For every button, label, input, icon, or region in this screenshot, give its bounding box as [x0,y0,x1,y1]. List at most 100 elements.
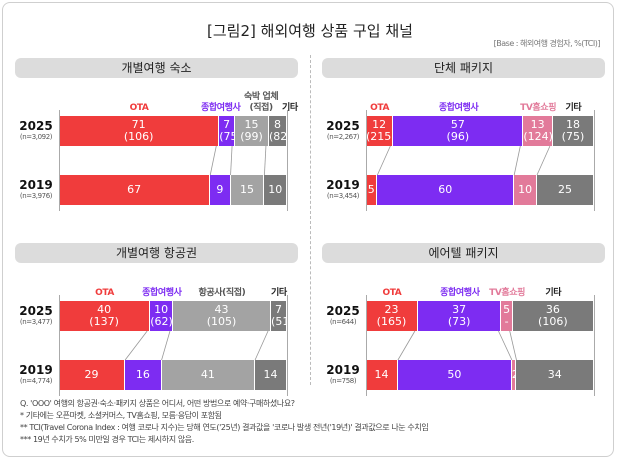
legend-item: 종합여행사 [440,288,480,298]
value-label: 7 [223,118,231,131]
bar-segment: 7(75) [219,116,236,146]
figure-title: [그림2] 해외여행 상품 구입 채널 [207,22,413,40]
axis-line [366,295,367,396]
year-label: 2025 (n=3,477) [15,304,57,326]
connector-line [536,145,551,176]
value-label: 43 [214,303,229,316]
bar-segment: 18 (75) [552,116,594,146]
year-label: 2019 (n=3,976) [15,178,57,200]
legend: OTA 종합여행사 TV홈쇼핑 기타 [322,58,605,114]
connector-line [513,145,521,176]
year-label: 2019 (n=4,774) [15,363,57,385]
bar-segment: 50 [397,360,512,390]
connector-line [161,330,171,361]
bar-segment: 5 [366,175,378,205]
tci-label: (82) [268,130,287,143]
legend-item: 기타 [282,103,298,113]
bar-segment: 15 [230,175,265,205]
axis-line [287,295,288,396]
bar-segment: 34 [516,360,594,390]
value-label: 14 [263,368,278,381]
bar-segment: 10 [264,175,287,205]
tci-label: (215) [366,130,394,143]
bar-segment: 23 (165) [366,301,418,331]
year: 2019 [326,363,360,377]
year: 2025 [326,119,360,133]
legend-item: 종합여행사 [201,103,241,113]
legend-item: OTA [370,103,390,113]
value-label: 29 [84,368,99,381]
year: 2019 [19,363,53,377]
value-label: 12 [372,118,387,131]
connector-lines [124,330,269,361]
connector-lines [209,145,267,176]
legend-item: 종합여행사 [142,288,182,298]
footnote: * 기타에는 오픈마켓, 소셜커머스, TV홈쇼핑, 모름·응답이 포함됨 [20,411,222,420]
panel-title: 에어텔 패키지 [322,243,605,263]
value-label: 18 [565,118,580,131]
base-note: [Base : 해외여행 경험자, %(TCI)] [493,39,601,48]
card-border [2,2,614,457]
tci-label: (105) [206,315,237,328]
legend-item: 종합여행사 [438,103,479,113]
bar-segment: 8(82) [268,116,287,146]
value-label: 2 [512,369,516,381]
value-label: 71 [131,118,146,131]
connector-lines [377,145,551,176]
bar-segment: 67 [59,175,211,205]
tci-label: - [504,315,509,328]
sample-size: (n=3,976) [19,192,53,200]
legend-item: 기타 [271,288,287,298]
value-label: 40 [97,303,112,316]
panel-title: 개별여행 숙소 [15,58,298,78]
axis-line [366,110,367,211]
bar-segment: 37 (73) [417,301,502,331]
sample-size: (n=644) [329,318,357,326]
sample-size: (n=3,454) [326,192,360,200]
value-label: 14 [374,368,389,381]
bar-segment: 57 (96) [393,116,524,146]
value-label: 37 [452,303,467,316]
legend-item: 기타 [545,288,562,298]
value-label: 36 [545,303,560,316]
value-label: 15 [239,183,254,196]
value-label: 8 [273,118,281,131]
tci-label: (99) [240,130,263,143]
tci-label: (62) [150,315,173,328]
sample-size: (n=758) [329,377,357,385]
legend-item: 숙박 업체 (직접) [244,92,279,113]
connector-line [230,145,233,176]
connector-line [498,330,513,361]
value-label: 41 [200,368,215,381]
year: 2025 [19,304,53,318]
tci-label: (165) [376,315,407,328]
legend-item: 기타 [565,103,582,113]
bar-segment: 10 (62) [150,301,173,331]
bar-segment: 15 (99) [235,116,269,146]
bar-segment: 9 [210,175,231,205]
value-label: 10 [518,183,533,196]
bar-segment: 25 [537,175,594,205]
value-label: 5 [503,303,511,316]
connector-line [254,330,269,361]
connector-line [377,145,391,176]
bar-segment: 14 [255,360,287,390]
connector-line [264,145,267,176]
value-label: 57 [450,118,465,131]
chart-airline-ticket: 개별여행 항공권 OTA 종합여행사 항공사(직접) 기타 2025 (n=3,477) 40… [15,243,298,396]
value-label: 10 [154,303,169,316]
legend: OTA 종합여행사 항공사(직접) 기타 [15,243,298,299]
connector-line [397,330,416,361]
value-label: 34 [547,368,562,381]
value-label: 23 [384,303,399,316]
sample-size: (n=2,267) [326,133,360,141]
year: 2019 [19,178,53,192]
year: 2019 [326,178,360,192]
bar-segment: 40 (137) [59,301,151,331]
bar-segment: 7(51) [271,301,287,331]
panel-title: 개별여행 항공권 [15,243,298,263]
bar-segment: 43 (105) [173,301,272,331]
axis-line [59,295,60,396]
tci-label: (75) [561,130,585,143]
